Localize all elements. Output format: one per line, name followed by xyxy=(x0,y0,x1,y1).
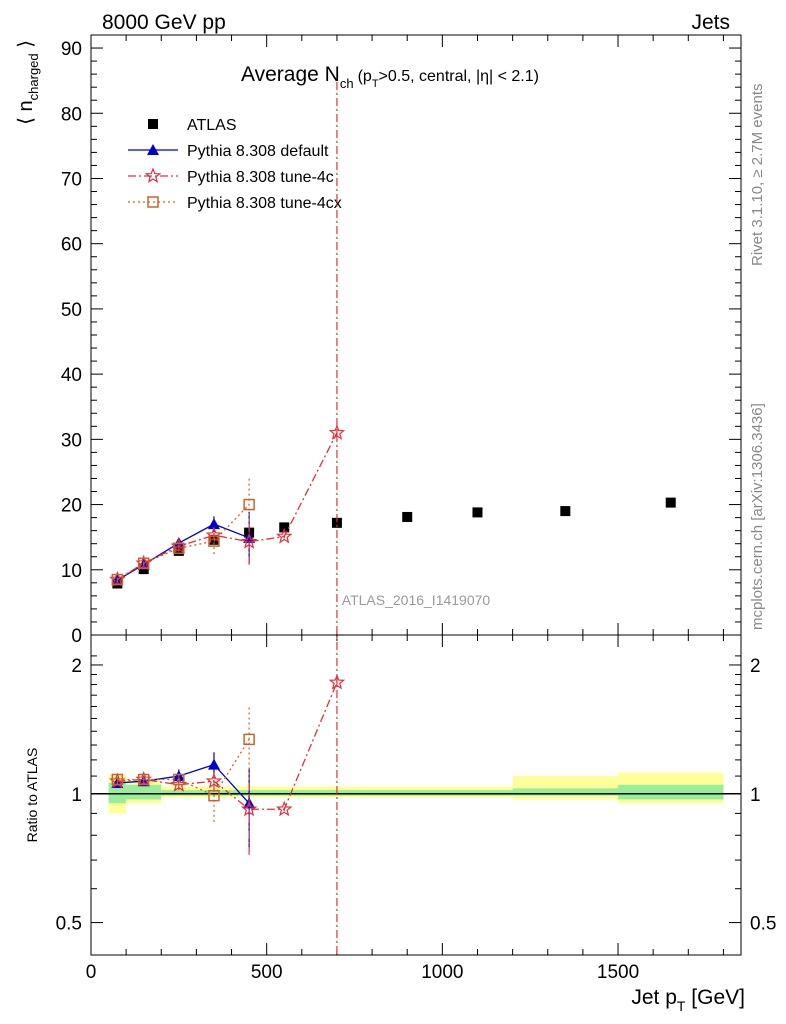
ratio-y-tick-label: 0.5 xyxy=(56,914,82,935)
chart-title: Average Nch (pT>0.5, central, |η| < 2.1) xyxy=(241,63,539,91)
header-right: Jets xyxy=(691,11,730,34)
ratio-error-band xyxy=(91,772,741,814)
x-tick-label: 1500 xyxy=(597,962,639,983)
ratio-y-ticks: 0.5 0.5 1 1 2 2 xyxy=(56,655,776,935)
main-y-axis-label: ⟨ ncharged ⟩ xyxy=(15,40,41,125)
ratio-point-pythia-8-308-tune-4c xyxy=(205,772,223,789)
legend-marker xyxy=(147,196,159,208)
data-point-atlas xyxy=(279,522,290,533)
ratio-band-inner xyxy=(512,788,619,796)
ratio-point-pythia-8-308-tune-4c xyxy=(240,800,258,817)
data-point-pythia-8-308-tune-4cx xyxy=(208,535,220,547)
x-tick-label: 1000 xyxy=(421,962,463,983)
legend-label: Pythia 8.308 default xyxy=(187,143,329,160)
data-point-pythia-8-308-tune-4c xyxy=(275,527,293,544)
data-point-pythia-8-308-tune-4cx xyxy=(111,573,124,586)
ratio-series-layer xyxy=(109,673,346,855)
y-tick-label: 50 xyxy=(61,300,82,321)
legend-marker xyxy=(144,167,162,184)
data-point-pythia-8-308-default xyxy=(207,518,220,530)
mcplots-label: mcplots.cern.ch [arXiv:1306.3436] xyxy=(749,403,766,630)
legend-marker xyxy=(147,144,159,155)
y-tick-label: 80 xyxy=(61,104,82,125)
y-tick-label: 10 xyxy=(61,561,82,582)
y-tick-label: 90 xyxy=(61,39,82,60)
legend-marker xyxy=(148,119,158,129)
ratio-y-tick-label: 2 xyxy=(71,656,82,677)
ratio-point-pythia-8-308-tune-4cx xyxy=(111,773,124,786)
y-tick-label: 70 xyxy=(61,169,82,190)
data-point-atlas xyxy=(331,517,342,528)
legend-label: Pythia 8.308 tune-4cx xyxy=(187,195,342,212)
ratio-panel-frame xyxy=(90,634,742,956)
data-point-pythia-8-308-tune-4cx xyxy=(137,557,150,570)
ratio-y-tick-label: 0.5 xyxy=(750,914,776,935)
data-point-atlas xyxy=(472,507,483,518)
ratio-point-pythia-8-308-default xyxy=(207,758,220,770)
y-tick-label: 40 xyxy=(61,365,82,386)
data-point-pythia-8-308-tune-4cx xyxy=(173,542,185,555)
x-tick-label: 0 xyxy=(86,962,97,983)
ratio-band-inner xyxy=(126,784,162,800)
ratio-y-axis-label: Ratio to ATLAS xyxy=(24,748,40,843)
y-tick-label: 0 xyxy=(71,626,82,647)
ratio-band-inner xyxy=(618,784,724,800)
main-x-ticks xyxy=(90,35,724,635)
data-point-pythia-8-308-tune-4c xyxy=(240,533,258,549)
ratio-y-tick-label: 1 xyxy=(750,785,761,806)
rivet-label: Rivet 3.1.10, ≥ 2.7M events xyxy=(749,84,766,267)
series-line-pythia-8-308-tune-4cx xyxy=(117,504,250,581)
data-point-atlas xyxy=(665,497,676,508)
ratio-x-ticks: 0 500 1000 1500 xyxy=(86,635,724,983)
ratio-panel: 0.5 0.5 1 1 2 2 0 500 1000 1500 xyxy=(56,634,776,983)
data-point-atlas xyxy=(560,506,571,517)
ratio-point-pythia-8-308-tune-4cx xyxy=(137,773,150,786)
x-tick-label: 500 xyxy=(251,962,283,983)
ratio-line-pythia-8-308-tune-4cx xyxy=(117,739,250,797)
ratio-band-outer xyxy=(512,776,619,800)
analysis-label: ATLAS_2016_I1419070 xyxy=(342,592,491,608)
y-tick-label: 30 xyxy=(61,430,82,451)
header-left: 8000 GeV pp xyxy=(102,11,226,34)
legend-label: ATLAS xyxy=(187,117,237,134)
ratio-point-pythia-8-308-tune-4cx xyxy=(243,733,255,746)
main-y-ticks: 0 10 20 30 40 50 60 70 80 90 xyxy=(61,34,741,647)
ratio-y-tick-label: 2 xyxy=(750,656,761,677)
legend-label: Pythia 8.308 tune-4c xyxy=(187,169,334,186)
y-tick-label: 60 xyxy=(61,235,82,256)
ratio-point-pythia-8-308-tune-4cx xyxy=(173,773,185,786)
ratio-point-pythia-8-308-tune-4c xyxy=(275,800,293,817)
x-axis-label: Jet pT [GeV] xyxy=(631,986,745,1014)
ratio-y-tick-label: 1 xyxy=(71,785,82,806)
data-point-atlas xyxy=(402,511,413,522)
ratio-point-pythia-8-308-tune-4cx xyxy=(208,789,220,802)
legend: ATLAS Pythia 8.308 default Pythia 8.308 tu… xyxy=(128,117,342,212)
main-series-layer xyxy=(109,424,676,589)
series-line-pythia-8-308-tune-4c xyxy=(117,432,338,581)
y-tick-label: 20 xyxy=(61,496,82,517)
data-point-pythia-8-308-tune-4cx xyxy=(243,498,255,511)
